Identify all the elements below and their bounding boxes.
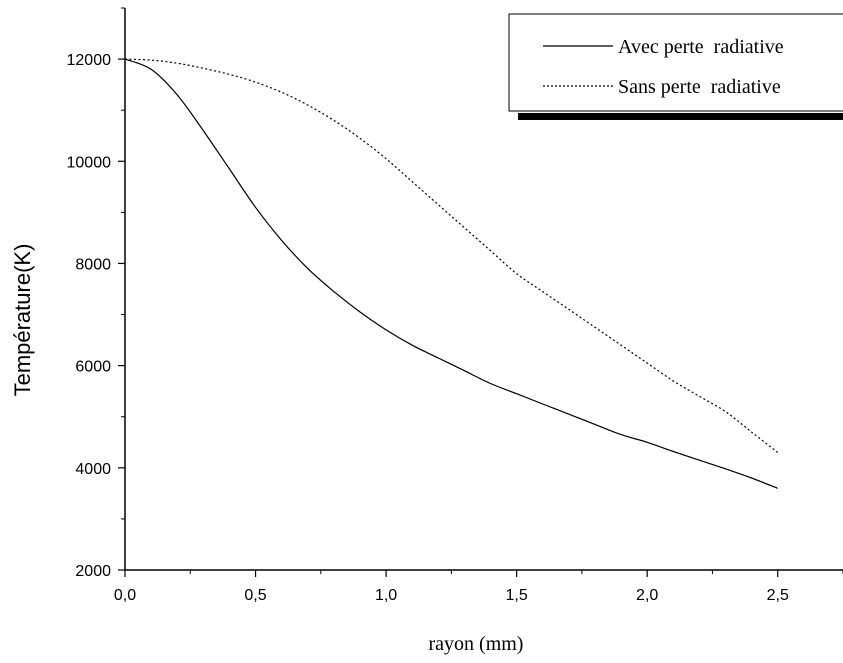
- x-axis-title: rayon (mm): [429, 633, 524, 655]
- legend-box: [508, 13, 843, 112]
- x-axis-ticks: 0,0 0,5 1,0 1,5 2,0 2,5: [114, 570, 843, 604]
- legend-label-avec: Avec perte radiative: [618, 36, 784, 58]
- x-tick-label: 0,5: [244, 587, 266, 604]
- x-tick-label: 1,5: [506, 587, 528, 604]
- y-axis-title: Température(K): [10, 244, 35, 397]
- plot-frame: [124, 8, 843, 571]
- y-tick-label: 10000: [67, 154, 112, 171]
- y-axis-ticks: 2000 4000 6000 8000 10000 12000: [67, 7, 125, 580]
- legend-shadow: [518, 113, 843, 120]
- y-tick-label: 8000: [75, 256, 111, 273]
- series-layer: [124, 58, 779, 489]
- x-tick-label: 2,0: [636, 587, 658, 604]
- y-tick-label: 4000: [75, 461, 111, 478]
- x-tick-label: 1,0: [375, 587, 397, 604]
- x-tick-label: 2,5: [767, 587, 789, 604]
- series-line-sans-perte: [124, 58, 779, 453]
- series-line-avec-perte: [124, 58, 778, 489]
- y-tick-label: 6000: [75, 359, 111, 376]
- x-tick-label: 0,0: [114, 587, 136, 604]
- legend: Avec perte radiative Sans perte radiativ…: [508, 13, 843, 120]
- legend-label-sans: Sans perte radiative: [618, 76, 781, 98]
- y-tick-label: 12000: [67, 52, 112, 69]
- y-tick-label: 2000: [75, 563, 111, 580]
